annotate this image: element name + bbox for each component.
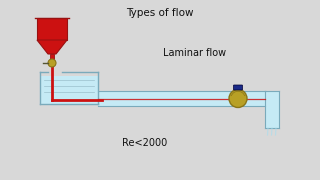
Circle shape [229, 89, 247, 107]
Circle shape [48, 59, 56, 67]
Bar [37, 18, 67, 40]
Text: Types of flow: Types of flow [126, 8, 194, 18]
Polygon shape [37, 40, 67, 54]
Bar [98, 91, 265, 106]
Bar [265, 91, 279, 128]
Bar [40, 76, 98, 104]
Text: Re<2000: Re<2000 [122, 138, 168, 148]
Text: Laminar flow: Laminar flow [164, 48, 227, 58]
Bar [50, 54, 54, 60]
FancyBboxPatch shape [234, 85, 243, 90]
